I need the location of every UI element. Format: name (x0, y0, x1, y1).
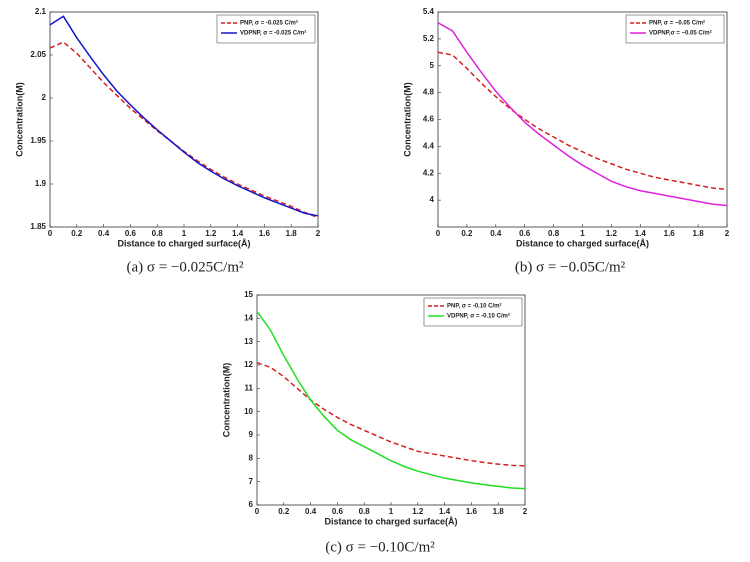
x-tick-label: 1.6 (259, 229, 271, 238)
legend-label: PNP, σ = -0.10 C/m² (447, 303, 502, 310)
x-tick-label: 1.4 (635, 229, 647, 238)
y-tick-label: 1.9 (35, 179, 47, 188)
x-tick-label: 1.2 (412, 507, 424, 516)
x-tick-label: 0.8 (359, 507, 371, 516)
x-tick-label: 0.4 (490, 229, 502, 238)
x-tick-label: 0 (255, 507, 260, 516)
y-axis-label: Concentration(M) (402, 82, 412, 157)
legend: PNP, σ = -0.10 C/m² VDPNP, σ = -0.10 C/m² (423, 297, 523, 327)
plot-area (437, 11, 728, 228)
x-tick-label: 1 (182, 229, 187, 238)
caption: (a) σ = −0.025C/m² (127, 259, 244, 275)
y-tick-label: 5.2 (423, 34, 435, 43)
x-tick-label: 0.4 (98, 229, 110, 238)
legend-label: VDPNP, σ = -0.10 C/m² (447, 313, 510, 320)
x-tick-label: 1.4 (232, 229, 244, 238)
series-line (437, 22, 728, 207)
legend-box (216, 14, 316, 44)
y-tick-label: 7 (249, 477, 254, 486)
series-line (49, 15, 319, 217)
y-tick-label: 14 (244, 313, 253, 322)
y-axis-label: Concentration(M) (14, 82, 24, 157)
y-axis-label: Concentration(M) (221, 363, 231, 438)
legend-box (625, 14, 725, 44)
y-tick-label: 4.4 (423, 141, 435, 150)
x-tick-label: 0.8 (152, 229, 164, 238)
y-tick-label: 4.2 (423, 168, 435, 177)
y-tick-label: 1.85 (30, 222, 46, 231)
panel: 0 0.2 0.4 0.6 0.8 1 1.2 1.4 1.6 1.8 2 4 4.2 4.4 4.6 4.8… (402, 7, 729, 275)
legend-label: VDPNP,σ = −0.05 C/m² (649, 30, 712, 37)
plot-area (256, 294, 526, 506)
y-tick-label: 11 (245, 383, 254, 392)
legend-label: PNP, σ = -0.025 C/m² (240, 20, 298, 27)
y-tick-label: 4.6 (423, 115, 435, 124)
y-tick-label: 4.8 (423, 88, 435, 97)
x-tick-label: 1.8 (693, 229, 705, 238)
x-tick-label: 1.2 (606, 229, 618, 238)
x-axis-label: Distance to charged surface(Å) (117, 238, 250, 248)
x-tick-label: 2 (523, 507, 528, 516)
y-tick-label: 6 (249, 500, 254, 509)
y-tick-label: 8 (249, 453, 254, 462)
x-tick-label: 0.4 (305, 507, 317, 516)
y-tick-label: 2.05 (30, 50, 46, 59)
x-tick-label: 0 (48, 229, 53, 238)
x-tick-label: 1.4 (439, 507, 451, 516)
x-tick-label: 1.8 (286, 229, 298, 238)
legend-label: VDPNP, σ = -0.025 C/m² (240, 30, 306, 37)
y-tick-label: 1.95 (30, 136, 46, 145)
y-tick-label: 12 (244, 360, 253, 369)
x-tick-label: 0.6 (125, 229, 137, 238)
legend-label: PNP, σ = −0.05 C/m² (649, 20, 705, 27)
plot-area (49, 11, 319, 228)
x-tick-label: 1 (580, 229, 585, 238)
x-tick-label: 1.2 (205, 229, 217, 238)
x-tick-label: 1.6 (664, 229, 676, 238)
legend-box (423, 297, 523, 327)
series-line (256, 361, 526, 467)
panel: 0 0.2 0.4 0.6 0.8 1 1.2 1.4 1.6 1.8 2 1.85 1.9 1.95 2 2… (14, 7, 320, 275)
series-line (256, 310, 526, 490)
x-tick-label: 0.2 (278, 507, 290, 516)
x-tick-label: 0.8 (548, 229, 560, 238)
series-line (437, 51, 728, 191)
x-tick-label: 0.6 (519, 229, 531, 238)
legend: PNP, σ = −0.05 C/m² VDPNP,σ = −0.05 C/m² (625, 14, 725, 44)
x-axis-label: Distance to charged surface(Å) (516, 238, 649, 248)
panel: 0 0.2 0.4 0.6 0.8 1 1.2 1.4 1.6 1.8 2 6 7 8 9 10 11 12 13 1… (221, 290, 527, 555)
y-tick-label: 10 (244, 407, 253, 416)
y-tick-label: 2 (42, 93, 47, 102)
x-tick-label: 0.2 (71, 229, 83, 238)
x-tick-label: 2 (725, 229, 730, 238)
caption: (b) σ = −0.05C/m² (515, 259, 626, 275)
y-tick-label: 9 (249, 430, 254, 439)
y-tick-label: 2.1 (35, 7, 47, 16)
x-axis-label: Distance to charged surface(Å) (324, 516, 457, 526)
legend: PNP, σ = -0.025 C/m² VDPNP, σ = -0.025 C/… (216, 14, 316, 44)
y-tick-label: 13 (244, 337, 253, 346)
x-tick-label: 1.6 (466, 507, 478, 516)
x-tick-label: 1.8 (493, 507, 505, 516)
y-tick-label: 15 (244, 290, 253, 299)
caption: (c) σ = −0.10C/m² (325, 539, 435, 555)
x-tick-label: 1 (389, 507, 394, 516)
y-tick-label: 4 (430, 195, 435, 204)
x-tick-label: 0 (436, 229, 441, 238)
x-tick-label: 0.2 (461, 229, 473, 238)
y-tick-label: 5 (430, 61, 435, 70)
y-tick-label: 5.4 (423, 7, 435, 16)
x-tick-label: 0.6 (332, 507, 344, 516)
x-tick-label: 2 (316, 229, 321, 238)
